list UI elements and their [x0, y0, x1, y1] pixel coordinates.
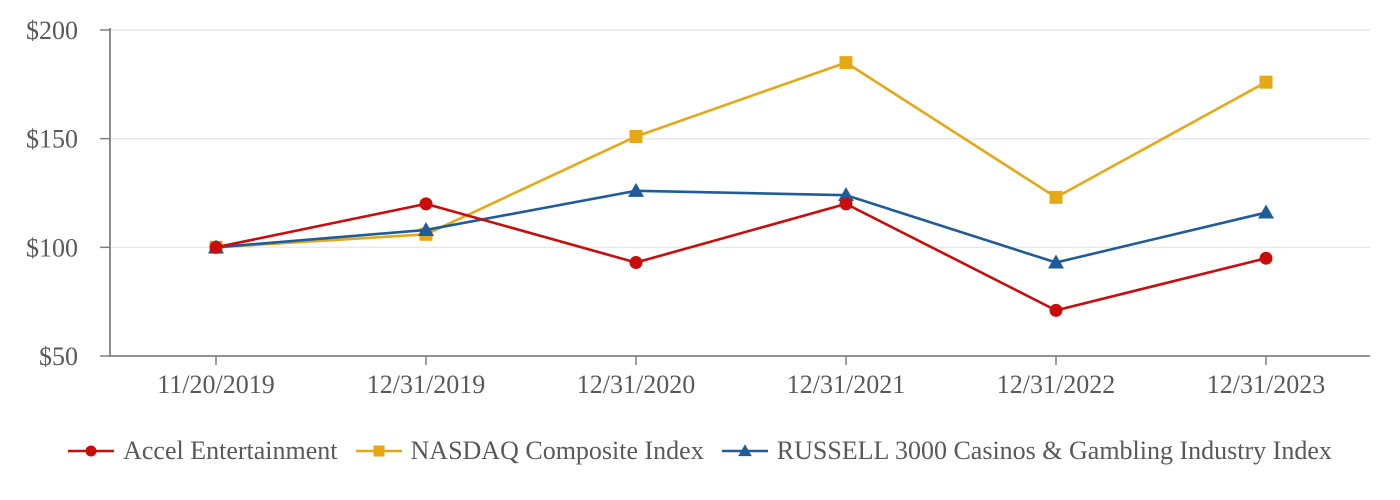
legend-item-russell-3000-casinos-gambling-industry-index: RUSSELL 3000 Casinos & Gambling Industry… [721, 436, 1332, 466]
plot-area: $200 $150 $100 $50 11/20/2019 12/31/2019 12/31… [26, 16, 1370, 399]
y-axis-tick-label: $200 [26, 16, 78, 45]
legend-label-accel-entertainment: Accel Entertainment [123, 436, 338, 465]
x-axis-tick-label: 11/20/2019 [157, 370, 274, 399]
x-axis-tick-label: 12/31/2019 [367, 370, 485, 399]
legend-label-russell-3000-casinos-gambling-industry-index: RUSSELL 3000 Casinos & Gambling Industry… [776, 436, 1332, 465]
red-circle-line-marker-icon [68, 445, 115, 457]
y-axis-tick-label: $150 [26, 125, 78, 154]
y-axis-tick-label: $100 [26, 233, 78, 262]
y-axis-tick-label: $50 [39, 342, 78, 371]
x-axis-tick-label: 12/31/2021 [787, 370, 905, 399]
legend-label-nasdaq-composite-index: NASDAQ Composite Index [410, 436, 704, 465]
x-axis-tick-label: 12/31/2022 [997, 370, 1115, 399]
blue-triangle-line-marker-icon [721, 444, 768, 457]
legend-item-accel-entertainment: Accel Entertainment [68, 436, 338, 466]
series-accel-entertainment [209, 197, 1273, 317]
chart-legend: Accel Entertainment NASDAQ Composite Ind… [0, 436, 1400, 466]
series-nasdaq-composite-index [209, 56, 1273, 254]
legend-item-nasdaq-composite-index: NASDAQ Composite Index [355, 436, 704, 466]
gold-square-line-marker-icon [355, 445, 402, 457]
x-axis-tick-label: 12/31/2023 [1207, 370, 1325, 399]
x-axis-tick-label: 12/31/2020 [577, 370, 695, 399]
series-russell-3000-casinos-gambling-industry-index [208, 182, 1274, 269]
